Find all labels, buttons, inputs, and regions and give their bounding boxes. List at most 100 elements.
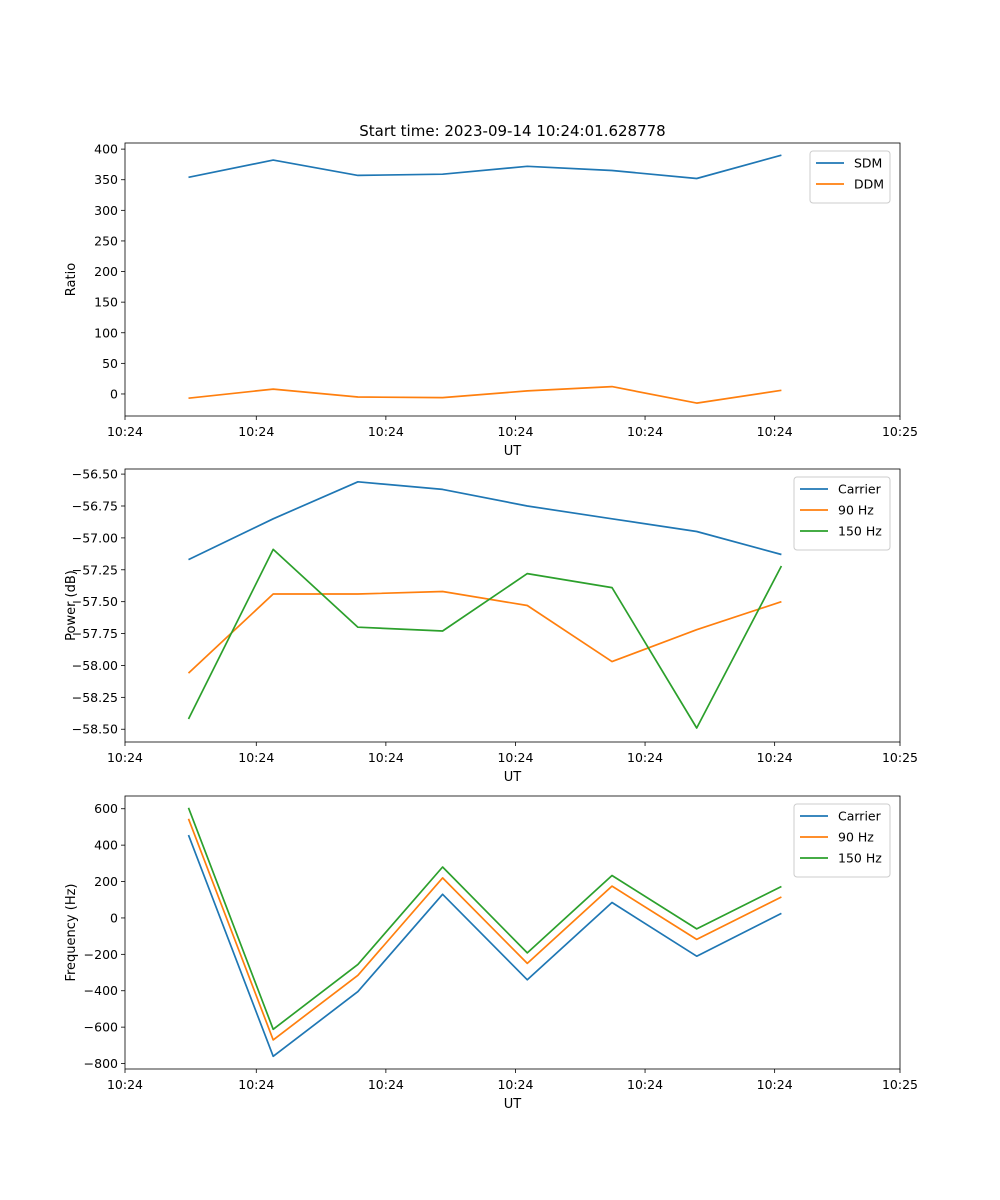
y-tick-label: −600: [84, 1020, 118, 1035]
legend-label: 150 Hz: [838, 851, 882, 866]
data-point: [272, 1039, 274, 1041]
y-tick-label: 50: [102, 356, 118, 371]
data-point: [442, 489, 444, 491]
data-point: [357, 481, 359, 483]
legend: SDM DDM: [809, 150, 891, 204]
legend-label: Carrier: [838, 482, 882, 497]
data-point: [442, 877, 444, 879]
data-point: [442, 173, 444, 175]
data-point: [357, 963, 359, 965]
series-line-90-hz: [187, 818, 782, 1041]
y-tick-label: −58.25: [72, 690, 118, 705]
chart-panel-3: 10:24 10:24 10:24 10:24 10:24 10:24 10:25 −800 −…: [64, 795, 918, 1112]
x-tick-label: 10:24: [368, 1077, 404, 1092]
legend-label: DDM: [854, 177, 884, 192]
x-tick-label: 10:24: [497, 424, 533, 439]
y-tick-label: 400: [94, 142, 118, 157]
x-tick-label: 10:25: [882, 1077, 918, 1092]
legend-box: [809, 150, 891, 204]
y-tick-label: −56.75: [72, 498, 118, 513]
data-point: [696, 955, 698, 957]
x-tick-label: 10:24: [107, 424, 143, 439]
data-point: [188, 807, 190, 809]
x-axis-label: UT: [504, 1097, 522, 1112]
y-tick-label: 250: [94, 233, 118, 248]
data-point: [696, 727, 698, 729]
data-point: [696, 531, 698, 533]
data-point: [188, 559, 190, 561]
data-point: [781, 389, 783, 391]
data-point: [526, 605, 528, 607]
data-point: [696, 402, 698, 404]
x-tick-label: 10:24: [238, 1077, 274, 1092]
chart-title: Start time: 2023-09-14 10:24:01.628778: [359, 122, 665, 140]
y-axis-label: Power (dB): [64, 570, 79, 641]
legend-label: 90 Hz: [838, 830, 874, 845]
y-axis-label: Ratio: [64, 263, 79, 296]
y-tick-label: −58.00: [72, 658, 118, 673]
series-line-150-hz: [187, 807, 782, 1031]
data-point: [696, 178, 698, 180]
series-line-150-hz: [187, 548, 783, 729]
x-tick-label: 10:24: [757, 1077, 793, 1092]
x-tick-label: 10:24: [107, 1077, 143, 1092]
data-point: [526, 573, 528, 575]
legend: Carrier 90 Hz 150 Hz: [793, 803, 891, 878]
data-point: [357, 593, 359, 595]
y-tick-label: −800: [84, 1056, 118, 1071]
data-point: [781, 554, 783, 556]
x-tick-label: 10:24: [107, 750, 143, 765]
data-point: [696, 629, 698, 631]
y-tick-label: 200: [94, 874, 118, 889]
data-point: [442, 630, 444, 632]
chart-panel-2: 10:24 10:24 10:24 10:24 10:24 10:24 10:25 −58.5…: [64, 467, 918, 785]
x-tick-label: 10:24: [627, 424, 663, 439]
legend: Carrier 90 Hz 150 Hz: [793, 476, 891, 551]
y-tick-label: −57.75: [72, 626, 118, 641]
data-point: [188, 818, 190, 820]
y-tick-label: −57.25: [72, 562, 118, 577]
data-point: [611, 386, 613, 388]
data-point: [781, 601, 783, 603]
y-tick-label: −57.00: [72, 530, 118, 545]
data-point: [781, 912, 783, 914]
data-point: [442, 397, 444, 399]
data-point: [442, 866, 444, 868]
data-point: [442, 893, 444, 895]
legend-label: 150 Hz: [838, 524, 882, 539]
data-point: [781, 886, 783, 888]
data-point: [526, 505, 528, 507]
y-tick-label: 100: [94, 325, 118, 340]
data-point: [188, 176, 190, 178]
data-point: [696, 939, 698, 941]
data-point: [272, 548, 274, 550]
x-tick-label: 10:25: [882, 750, 918, 765]
x-tick-label: 10:24: [238, 424, 274, 439]
y-tick-label: −56.50: [72, 467, 118, 482]
series-line-carrier: [187, 834, 782, 1058]
data-point: [357, 626, 359, 628]
data-point: [611, 661, 613, 663]
legend-label: SDM: [854, 156, 882, 171]
y-axis-label: Frequency (Hz): [64, 883, 79, 981]
y-tick-label: −57.50: [72, 594, 118, 609]
data-point: [272, 518, 274, 520]
y-tick-label: 200: [94, 264, 118, 279]
y-tick-label: 300: [94, 203, 118, 218]
data-point: [357, 974, 359, 976]
plot-frame: [124, 142, 901, 417]
x-tick-label: 10:24: [238, 750, 274, 765]
data-point: [188, 834, 190, 836]
y-tick-label: 0: [110, 910, 118, 925]
legend-label: 90 Hz: [838, 503, 874, 518]
data-point: [611, 518, 613, 520]
x-tick-label: 10:24: [368, 424, 404, 439]
x-tick-label: 10:24: [757, 424, 793, 439]
data-point: [781, 896, 783, 898]
y-tick-label: 350: [94, 172, 118, 187]
data-point: [272, 388, 274, 390]
data-point: [272, 159, 274, 161]
chart-panel-1: 10:24 10:24 10:24 10:24 10:24 10:24 10:25 0 50 10…: [64, 122, 918, 459]
data-point: [781, 154, 783, 156]
data-point: [526, 952, 528, 954]
